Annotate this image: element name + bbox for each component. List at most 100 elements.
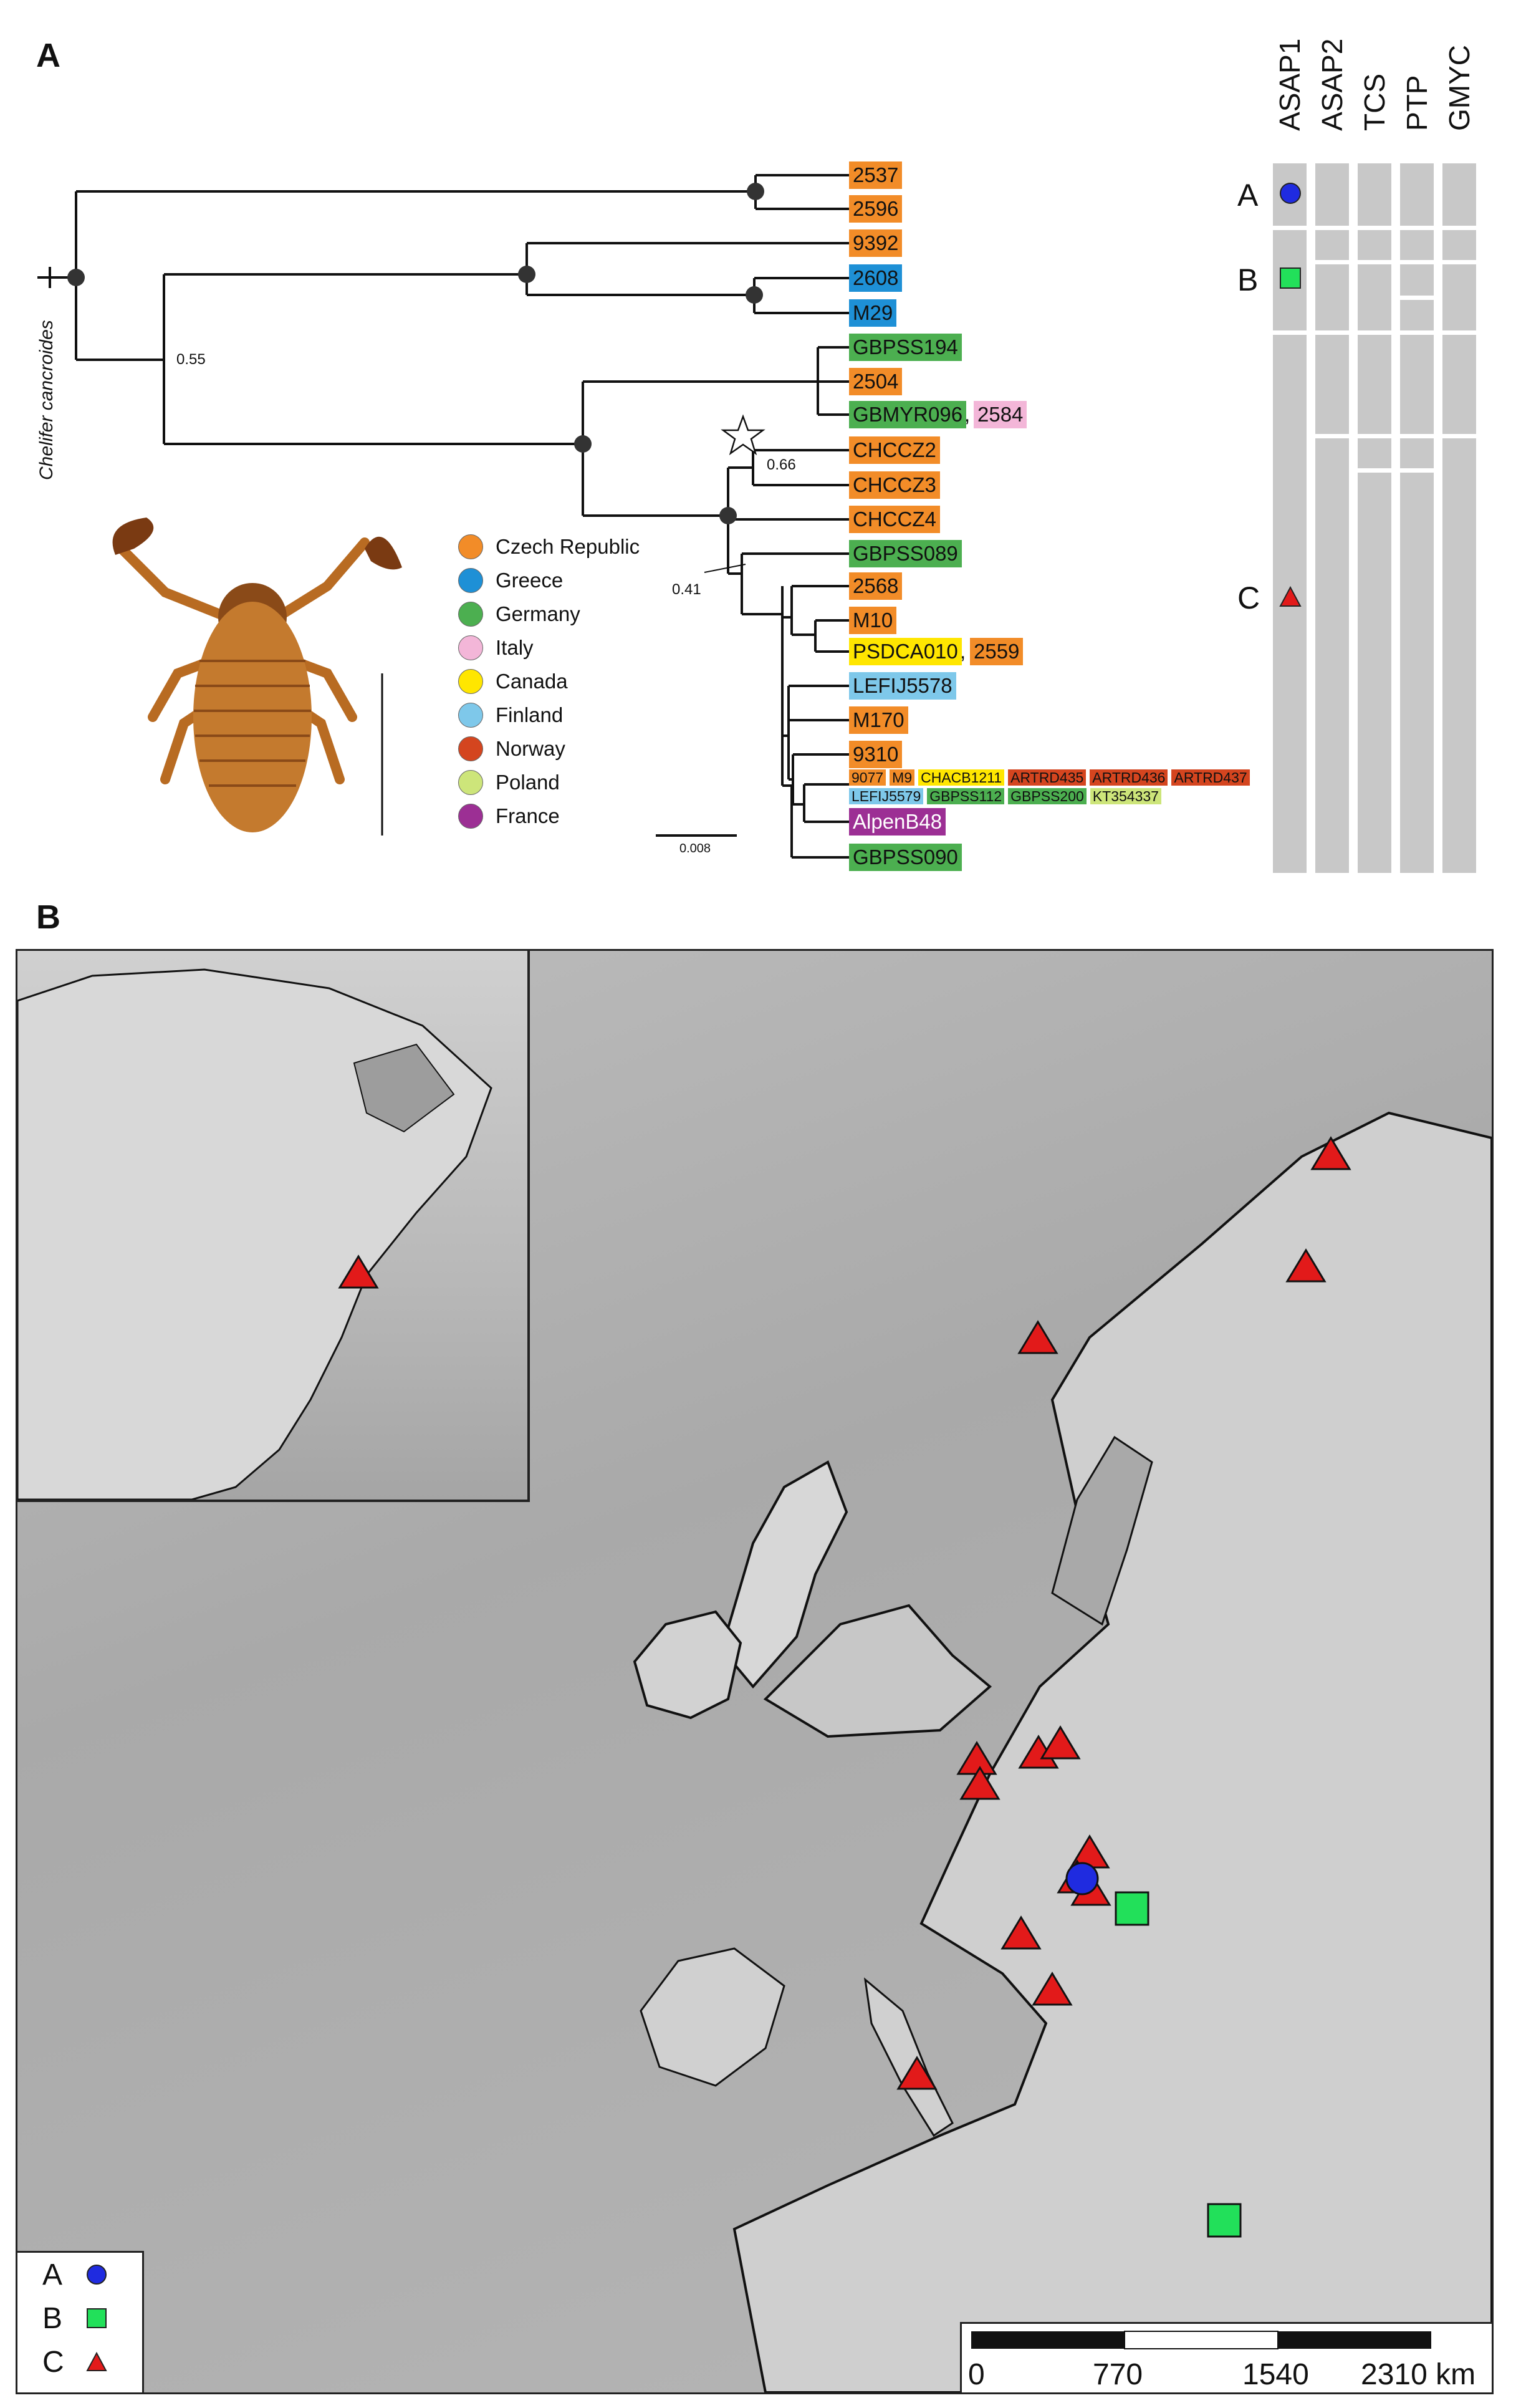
legend-label: Norway (496, 737, 565, 760)
red-triangle-icon (86, 2352, 107, 2371)
red-triangle-icon (1279, 586, 1302, 607)
tip-label: CHCCZ3 (849, 471, 940, 499)
tip-separator: , (964, 403, 971, 426)
delimitation-break (1273, 226, 1307, 230)
green-square-icon (1207, 2203, 1242, 2238)
north-america-landmass (17, 968, 492, 1500)
delimitation-break (1400, 226, 1434, 230)
map-legend-row: B (17, 2296, 142, 2340)
method-header: PTP (1401, 75, 1433, 131)
delimitation-break (1400, 260, 1434, 264)
map-landmass (633, 1111, 1492, 2392)
tip-label: CHCCZ4 (849, 506, 940, 533)
north-america-inset (17, 951, 530, 1502)
tip-label: KT354337 (1090, 788, 1161, 804)
legend-item: Norway (458, 732, 640, 766)
legend-swatch (458, 568, 483, 593)
collapsed-tip-row: 9077 M9 CHACB1211 ARTRD435 ARTRD436 ARTR… (849, 769, 1285, 804)
tree-scale-label: 0.008 (679, 842, 711, 855)
tip-label: 2596 (849, 195, 903, 223)
europe-map: A B C 0 770 1540 2310 km (16, 949, 1494, 2394)
red-triangle-icon (1032, 1972, 1073, 2006)
tip-label: 2584 (974, 401, 1027, 428)
legend-label: Germany (496, 602, 580, 625)
red-triangle-icon (1017, 1320, 1058, 1354)
legend-item: Poland (458, 766, 640, 799)
map-legend-row: A (17, 2253, 142, 2296)
green-square-icon (1115, 1891, 1149, 1926)
tip-label: 2504 (849, 368, 903, 395)
panel-label-b: B (36, 898, 60, 936)
method-header: ASAP1 (1274, 38, 1306, 131)
group-letter-b: B (1237, 262, 1259, 297)
map-legend-row: C (17, 2340, 142, 2384)
tip-separator: , (960, 640, 966, 663)
delimitation-column-gmyc (1442, 163, 1476, 873)
tip-label: CHCCZ2 (849, 436, 940, 464)
delimitation-break (1358, 468, 1391, 473)
delimitation-break (1358, 260, 1391, 264)
support-value-066: 0.66 (767, 456, 796, 473)
method-header: GMYC (1443, 45, 1475, 131)
legend-swatch (458, 770, 483, 795)
delimitation-column-tcs (1358, 163, 1391, 873)
red-triangle-icon (1310, 1136, 1351, 1170)
red-triangle-icon (1040, 1725, 1081, 1760)
delimitation-break (1400, 296, 1434, 300)
tip-label: CHACB1211 (918, 769, 1005, 786)
delimitation-break (1400, 434, 1434, 438)
blue-circle-icon (1280, 183, 1301, 204)
map-legend-letter: A (42, 2258, 63, 2291)
red-triangle-icon (959, 1766, 1000, 1800)
map-legend: A B C (17, 2251, 144, 2392)
tip-label: ARTRD437 (1171, 769, 1250, 786)
red-triangle-icon (896, 2056, 938, 2090)
tip-label: M9 (890, 769, 915, 786)
delimitation-break (1400, 330, 1434, 335)
delimitation-break (1358, 226, 1391, 230)
tip-label: GBMYR096 (849, 401, 967, 428)
legend-item: Greece (458, 564, 640, 597)
legend-swatch (458, 736, 483, 761)
tip-label: M10 (849, 607, 897, 634)
legend-swatch (458, 669, 483, 694)
legend-label: Canada (496, 670, 568, 693)
delimitation-break (1315, 434, 1349, 438)
scale-bar-graphic (971, 2331, 1431, 2349)
legend-swatch (458, 602, 483, 627)
legend-item: Canada (458, 665, 640, 698)
tip-label: M170 (849, 706, 908, 734)
tip-label: ARTRD436 (1090, 769, 1168, 786)
red-triangle-icon (956, 1741, 997, 1775)
delimitation-column-ptp (1400, 163, 1434, 873)
delimitation-break (1273, 330, 1307, 335)
delimitation-break (1315, 226, 1349, 230)
country-legend: Czech Republic Greece Germany Italy Cana… (458, 530, 640, 833)
red-triangle-icon (338, 1255, 379, 1289)
group-letter-c: C (1237, 580, 1260, 615)
sample-markers (338, 1136, 1351, 2238)
tip-label: LEFIJ5579 (849, 788, 924, 804)
blue-circle-icon (87, 2265, 107, 2285)
method-header: ASAP2 (1316, 38, 1348, 131)
legend-item: Finland (458, 698, 640, 732)
legend-label: France (496, 804, 560, 827)
tip-label: GBPSS112 (927, 788, 1005, 804)
map-legend-letter: C (42, 2345, 64, 2379)
tip-label: PSDCA010 (849, 638, 962, 665)
scale-tick-label: 770 (1093, 2358, 1143, 2391)
legend-swatch (458, 534, 483, 559)
blue-circle-icon (1065, 1862, 1099, 1895)
support-value-041: 0.41 (672, 581, 701, 598)
phylogenetic-tree (37, 174, 849, 859)
legend-label: Czech Republic (496, 535, 640, 558)
tip-label: GBPSS089 (849, 540, 962, 567)
tip-label: 9392 (849, 229, 903, 257)
legend-item: Germany (458, 597, 640, 631)
delimitation-break (1358, 434, 1391, 438)
legend-label: Finland (496, 703, 564, 726)
legend-item: France (458, 799, 640, 833)
panel-label-a: A (36, 37, 60, 74)
legend-item: Italy (458, 631, 640, 665)
delimitation-break (1400, 468, 1434, 473)
